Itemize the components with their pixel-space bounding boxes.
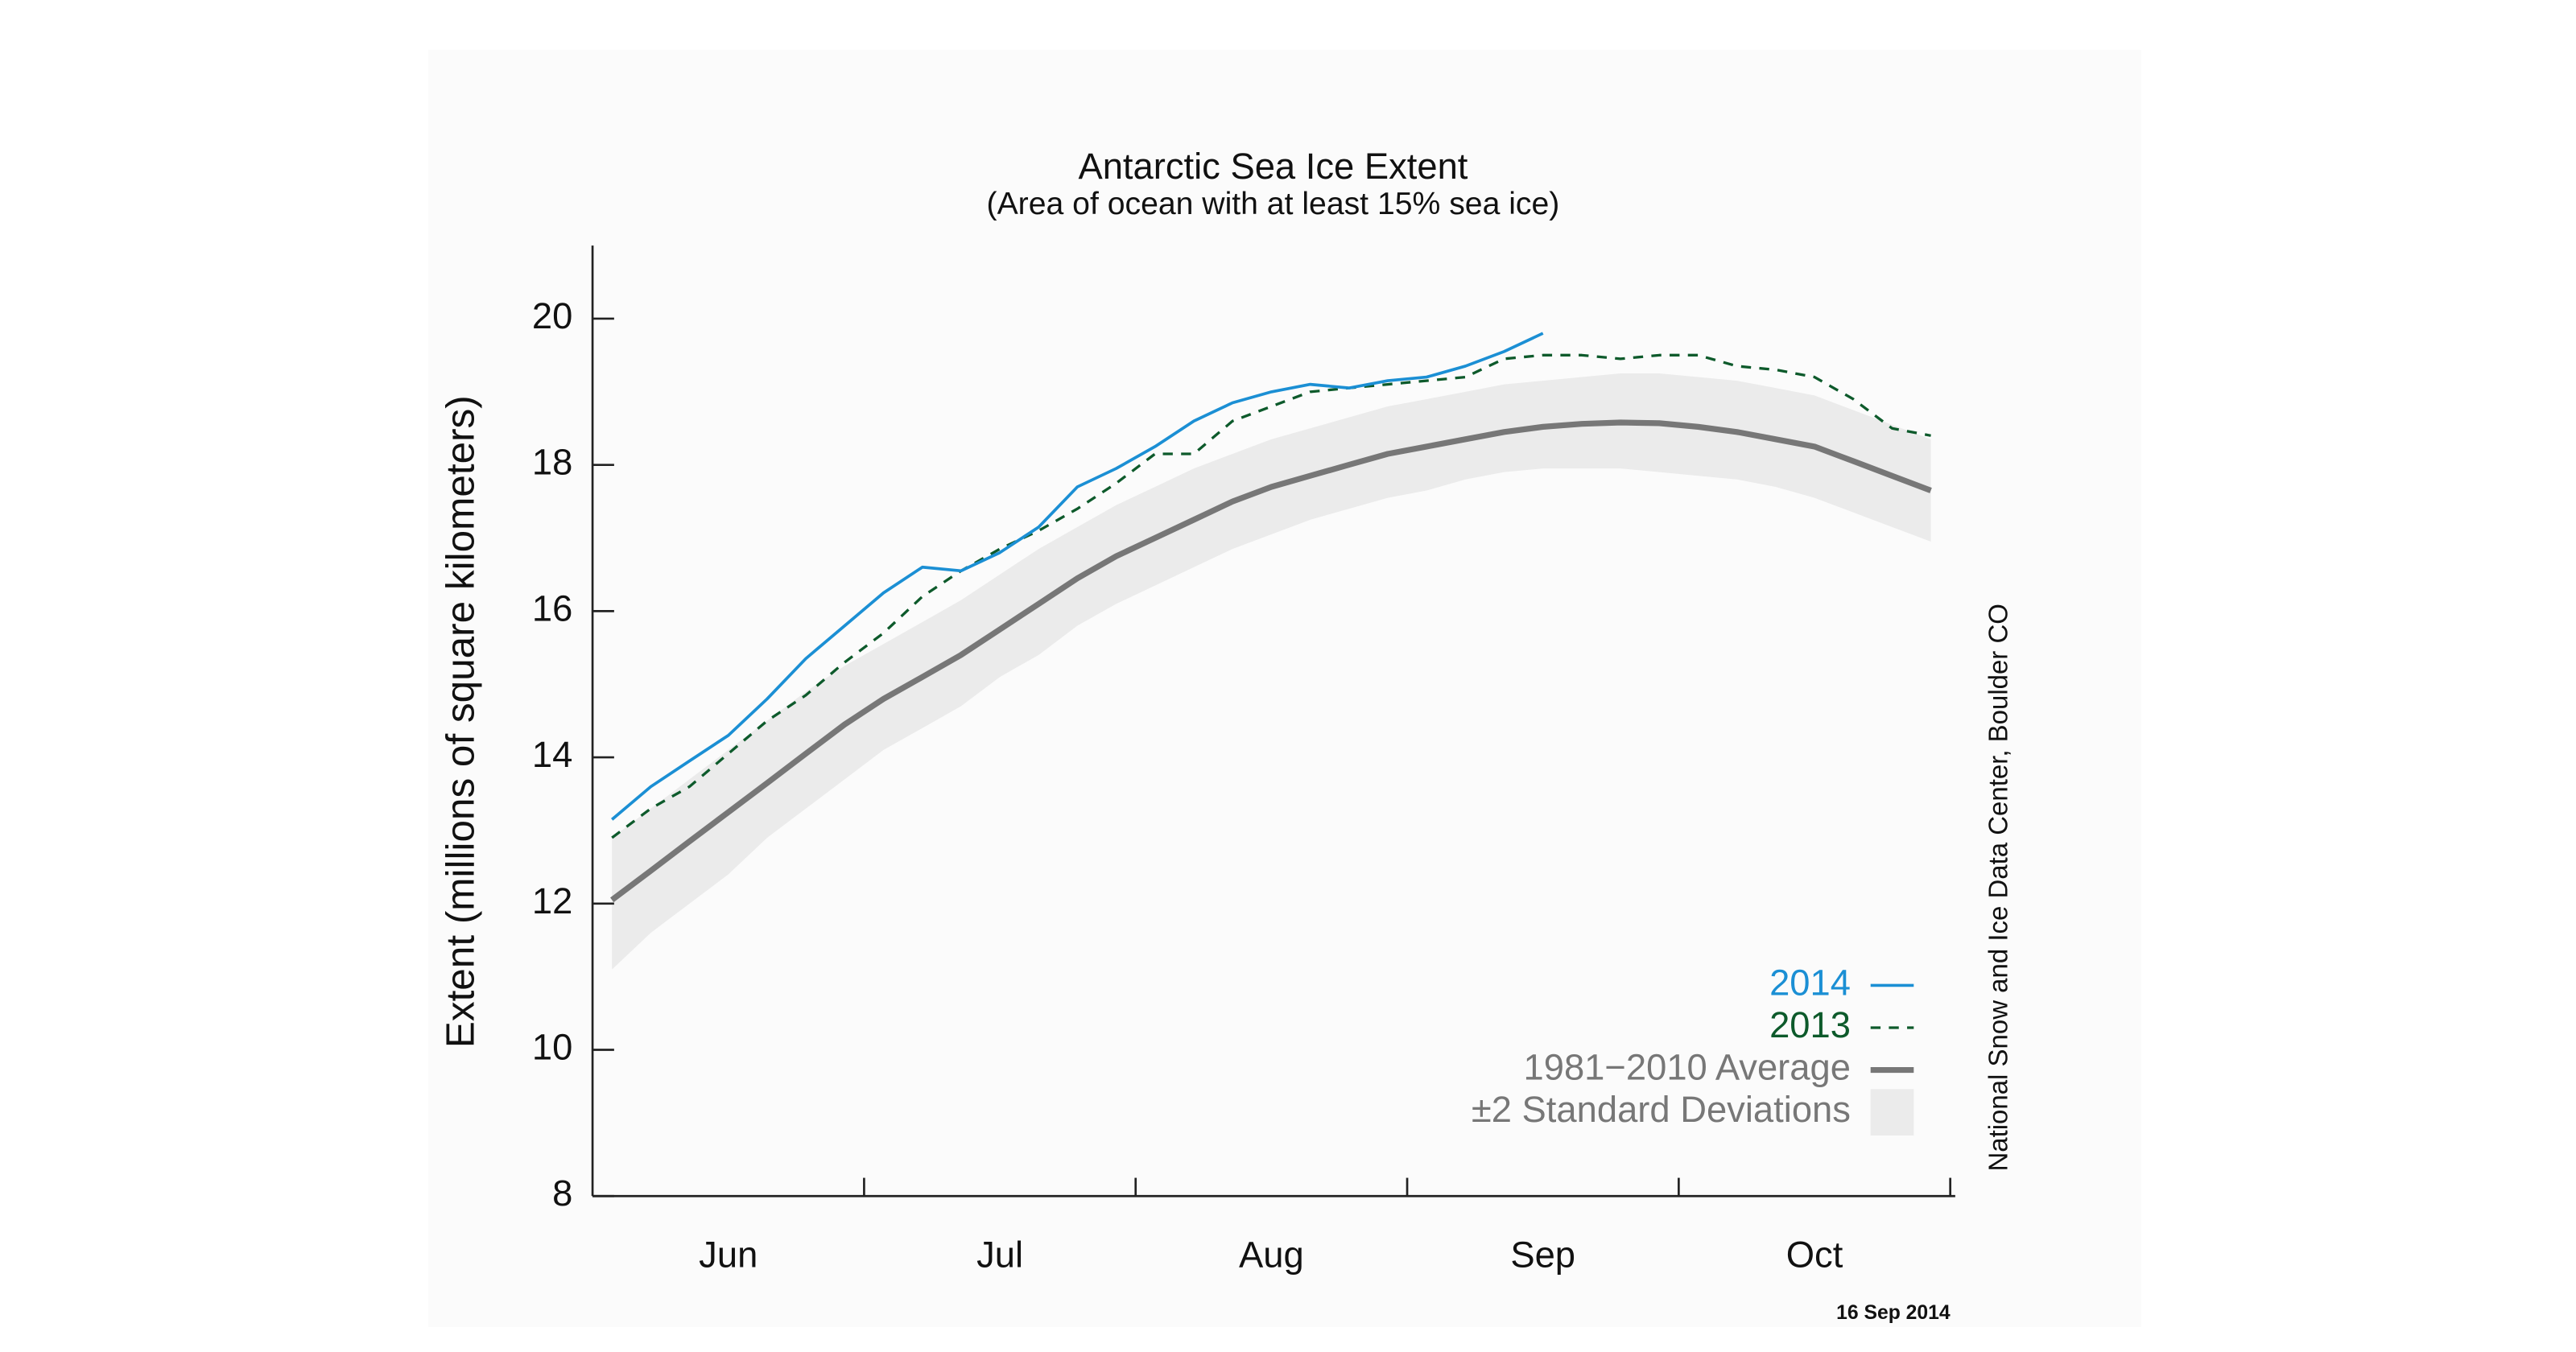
legend-label: 2014	[1769, 962, 1851, 1003]
x-tick-label: Jul	[976, 1234, 1023, 1275]
legend-swatch	[1870, 1089, 1914, 1136]
std-band	[612, 373, 1931, 970]
legend-label: 2013	[1769, 1004, 1851, 1045]
y-tick-label: 12	[532, 880, 572, 921]
y-tick-label: 8	[552, 1173, 572, 1214]
series-line	[611, 353, 1931, 839]
y-tick-label: 18	[532, 442, 572, 483]
legend-label: ±2 Standard Deviations	[1472, 1089, 1851, 1130]
chart-title: Antarctic Sea Ice Extent	[1078, 146, 1468, 187]
chart-subtitle: (Area of ocean with at least 15% sea ice…	[987, 187, 1560, 221]
y-tick-label: 20	[532, 295, 572, 336]
x-tick-label: Aug	[1239, 1234, 1304, 1275]
y-tick-label: 14	[532, 734, 572, 775]
date-note: 16 Sep 2014	[1836, 1302, 1951, 1324]
panel	[427, 49, 2141, 1328]
series-line	[611, 332, 1544, 821]
legend-label: 1981−2010 Average	[1524, 1047, 1851, 1088]
source-note: National Snow and Ice Data Center, Bould…	[1983, 604, 2013, 1171]
x-tick-label: Jun	[699, 1234, 758, 1275]
series-line	[610, 419, 1932, 903]
y-axis-label: Extent (millions of square kilometers)	[438, 395, 482, 1048]
x-tick-label: Sep	[1510, 1234, 1575, 1275]
y-tick-label: 16	[532, 587, 572, 629]
x-tick-label: Oct	[1786, 1234, 1843, 1275]
y-tick-label: 10	[532, 1027, 572, 1068]
